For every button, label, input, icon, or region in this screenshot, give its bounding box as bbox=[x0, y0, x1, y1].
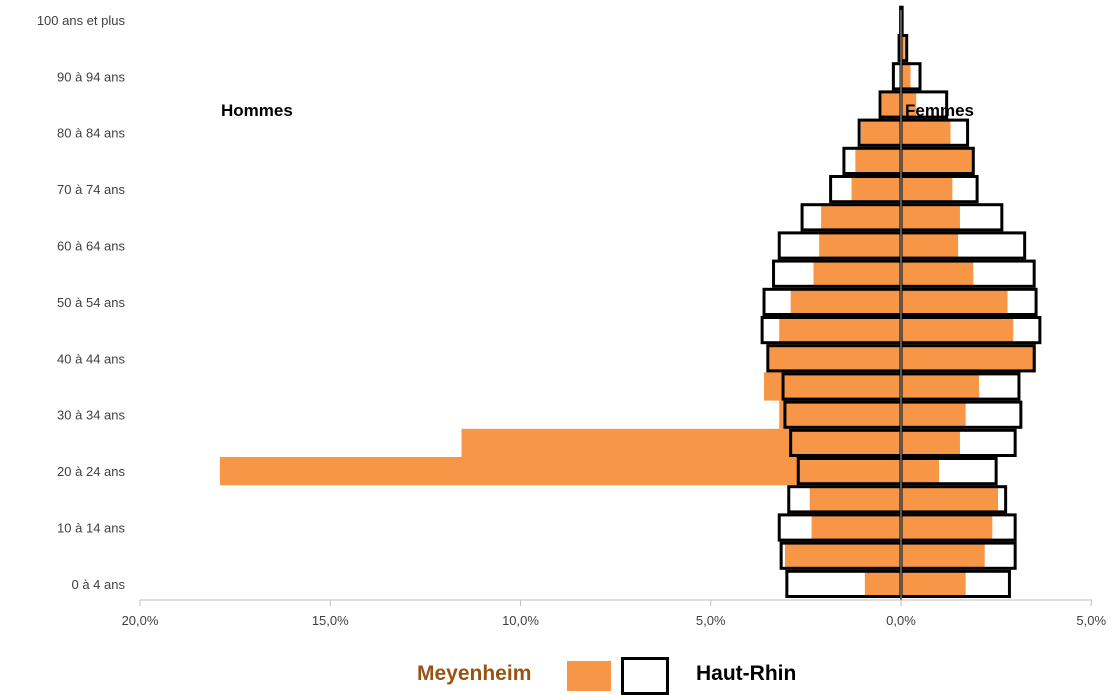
legend-swatch-haut-rhin bbox=[621, 657, 669, 695]
bar-meyenheim-femmes bbox=[901, 429, 960, 457]
side-label-hommes: Hommes bbox=[221, 101, 293, 120]
bar-meyenheim-femmes bbox=[901, 147, 973, 175]
bar-meyenheim-hommes bbox=[462, 429, 901, 457]
bar-meyenheim-femmes bbox=[901, 401, 966, 429]
bar-meyenheim-femmes bbox=[901, 316, 1013, 344]
bar-meyenheim-femmes bbox=[901, 372, 979, 400]
bar-meyenheim-hommes bbox=[821, 203, 901, 231]
bar-meyenheim-hommes bbox=[779, 316, 901, 344]
bar-meyenheim-hommes bbox=[852, 175, 901, 203]
bar-meyenheim-hommes bbox=[768, 344, 901, 372]
bar-meyenheim-femmes bbox=[901, 570, 966, 598]
bar-meyenheim-hommes bbox=[855, 147, 901, 175]
x-tick-label: 5,0% bbox=[1076, 613, 1106, 628]
x-tick-label: 10,0% bbox=[502, 613, 539, 628]
population-pyramid-chart: 20,0% 15,0% 10,0% 5,0% 0,0% 5,0% 0 à 4 ans 10 à… bbox=[0, 0, 1112, 650]
bar-meyenheim-femmes bbox=[901, 344, 1036, 372]
y-category-label: 70 à 74 ans bbox=[57, 182, 125, 197]
side-label-femmes: Femmes bbox=[905, 101, 974, 120]
y-category-label: 100 ans et plus bbox=[37, 13, 126, 28]
bar-meyenheim-hommes bbox=[882, 90, 901, 118]
bar-meyenheim-femmes bbox=[901, 288, 1008, 316]
chart-legend: Meyenheim Haut-Rhin bbox=[0, 654, 1112, 694]
bar-meyenheim-femmes bbox=[901, 260, 973, 288]
y-category-label: 0 à 4 ans bbox=[72, 577, 126, 592]
bar-meyenheim-hommes bbox=[813, 260, 901, 288]
x-tick-label: 20,0% bbox=[122, 613, 159, 628]
bar-meyenheim-femmes bbox=[901, 203, 960, 231]
bar-meyenheim-hommes bbox=[819, 231, 901, 259]
x-tick-label: 5,0% bbox=[696, 613, 726, 628]
y-category-label: 10 à 14 ans bbox=[57, 521, 125, 536]
bar-meyenheim-femmes bbox=[901, 119, 950, 147]
bar-meyenheim-femmes bbox=[901, 231, 958, 259]
bar-meyenheim-hommes bbox=[861, 119, 901, 147]
bar-meyenheim-hommes bbox=[810, 485, 901, 513]
y-category-label: 80 à 84 ans bbox=[57, 126, 125, 141]
bar-meyenheim-hommes bbox=[764, 372, 901, 400]
bar-meyenheim-hommes bbox=[791, 288, 901, 316]
bar-meyenheim-hommes bbox=[865, 570, 901, 598]
y-category-label: 20 à 24 ans bbox=[57, 464, 125, 479]
legend-label-meyenheim: Meyenheim bbox=[417, 662, 531, 686]
legend-label-haut-rhin: Haut-Rhin bbox=[696, 662, 796, 686]
bar-meyenheim-hommes bbox=[785, 542, 901, 570]
legend-swatch-meyenheim bbox=[567, 661, 611, 691]
y-category-label: 60 à 64 ans bbox=[57, 239, 125, 254]
bar-meyenheim-femmes bbox=[901, 513, 992, 541]
x-tick-label: 15,0% bbox=[312, 613, 349, 628]
bar-meyenheim-hommes bbox=[779, 401, 901, 429]
y-category-label: 40 à 44 ans bbox=[57, 351, 125, 366]
x-tick-label: 0,0% bbox=[886, 613, 916, 628]
y-category-label: 30 à 34 ans bbox=[57, 408, 125, 423]
bar-meyenheim-femmes bbox=[901, 485, 998, 513]
y-category-label: 90 à 94 ans bbox=[57, 69, 125, 84]
bar-meyenheim-hommes bbox=[812, 513, 901, 541]
bar-meyenheim-femmes bbox=[901, 175, 952, 203]
bar-meyenheim-femmes bbox=[901, 457, 939, 485]
y-category-label: 50 à 54 ans bbox=[57, 295, 125, 310]
bar-meyenheim-femmes bbox=[901, 542, 985, 570]
